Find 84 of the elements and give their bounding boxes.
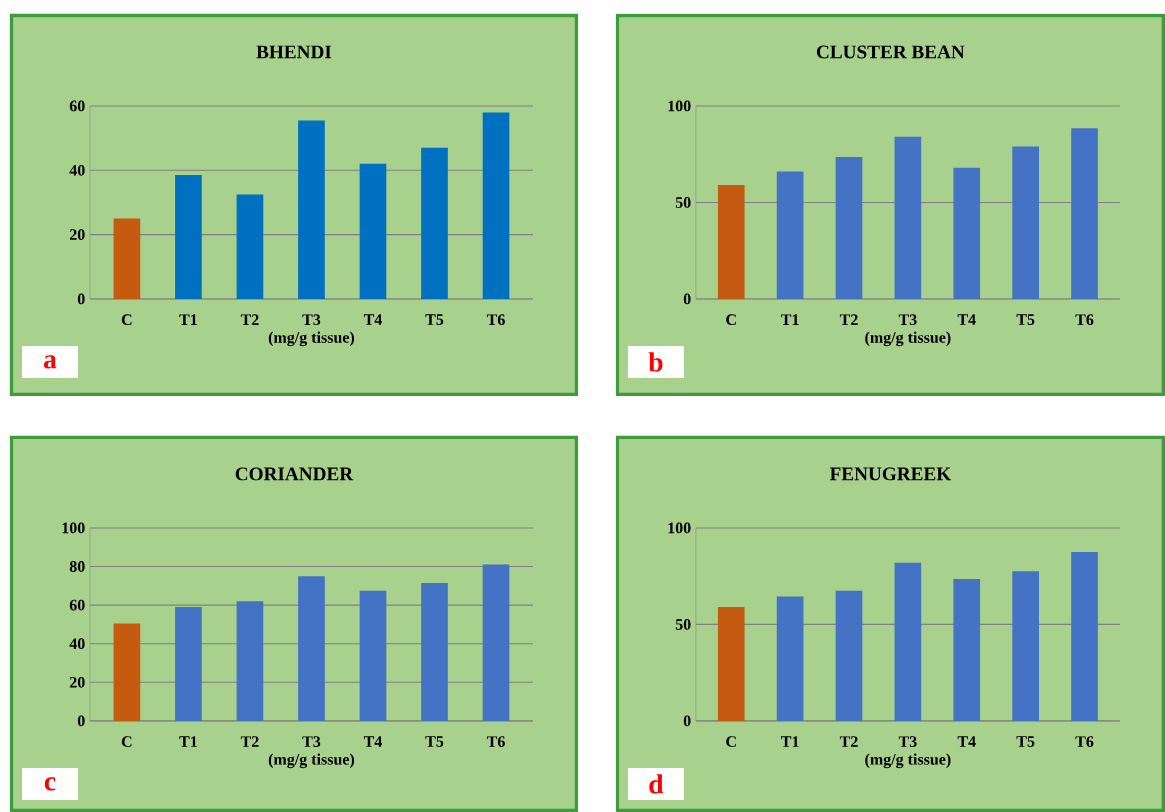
- x-tick-label: T3: [898, 314, 917, 326]
- x-tick-label: T1: [781, 314, 799, 325]
- x-tick-label: T3: [302, 736, 321, 747]
- chart-title: CORIANDER: [235, 467, 354, 481]
- text: b: [648, 352, 663, 372]
- x-tick-label: T5: [1016, 736, 1035, 747]
- chart-title: BHENDI: [256, 45, 332, 59]
- x-tick-label: T3: [302, 314, 321, 326]
- x-tick-label: T6: [486, 736, 505, 747]
- bar: [953, 167, 981, 299]
- y-tick-label: 0: [683, 715, 691, 727]
- x-tick-label: T6: [1075, 314, 1094, 326]
- bar: [717, 607, 745, 721]
- x-tick-label: T6: [486, 314, 505, 326]
- bar: [236, 601, 264, 721]
- bar: [421, 582, 448, 721]
- y-tick-label: 0: [683, 293, 691, 305]
- y-tick-label: 40: [69, 638, 85, 650]
- bar: [482, 564, 510, 721]
- y-tick-label: 80: [69, 561, 85, 572]
- bar: [1071, 128, 1098, 299]
- x-tick-label: C: [726, 314, 736, 326]
- bar: [776, 596, 804, 721]
- bar: [298, 576, 325, 721]
- bar: [359, 163, 387, 299]
- x-tick-label: T1: [179, 736, 197, 747]
- y-tick-label: 0: [77, 293, 85, 305]
- x-axis-title: (mg/g tissue): [268, 753, 355, 769]
- bar: [776, 171, 804, 299]
- bar: [113, 623, 141, 721]
- x-tick-label: T3: [898, 736, 917, 747]
- bar: [175, 607, 202, 721]
- x-tick-label: T5: [425, 314, 444, 325]
- bar: [1012, 146, 1039, 299]
- y-tick-label: 50: [675, 618, 691, 630]
- y-tick-label: 100: [668, 522, 691, 534]
- y-tick-label: 0: [77, 715, 85, 727]
- x-axis-title: (mg/g tissue): [865, 331, 951, 347]
- x-axis-title: (mg/g tissue): [865, 753, 951, 769]
- bar: [236, 194, 264, 299]
- y-tick-label: 100: [62, 522, 85, 534]
- bar: [113, 218, 141, 299]
- x-tick-label: T1: [781, 736, 799, 747]
- bar: [717, 185, 745, 299]
- bar: [835, 590, 863, 721]
- x-tick-label: T2: [839, 314, 858, 325]
- text: a: [43, 355, 57, 369]
- chart-title: FENUGREEK: [829, 467, 952, 481]
- chart-title: CLUSTER BEAN: [816, 45, 965, 59]
- bar: [482, 112, 510, 299]
- y-tick-label: 50: [675, 197, 691, 208]
- y-tick-label: 100: [668, 100, 691, 112]
- bar: [359, 590, 387, 721]
- x-tick-label: T4: [363, 314, 383, 325]
- x-tick-label: T4: [363, 736, 383, 747]
- y-tick-label: 60: [69, 100, 85, 112]
- x-tick-label: C: [121, 314, 132, 326]
- x-tick-label: T5: [1016, 314, 1035, 325]
- bar: [894, 136, 922, 299]
- y-tick-label: 20: [69, 229, 85, 240]
- x-tick-label: C: [726, 736, 736, 747]
- bar: [835, 157, 863, 299]
- x-tick-label: T2: [240, 314, 259, 325]
- bar: [175, 175, 202, 299]
- y-tick-label: 60: [69, 599, 85, 611]
- bar: [298, 120, 325, 299]
- bar: [1012, 571, 1039, 721]
- x-tick-label: T2: [839, 736, 858, 747]
- bar: [953, 579, 981, 721]
- x-tick-label: T2: [240, 736, 259, 747]
- x-tick-label: T6: [1075, 736, 1094, 747]
- y-tick-label: 40: [69, 164, 85, 176]
- y-tick-label: 20: [69, 676, 85, 688]
- text: d: [649, 774, 664, 794]
- x-tick-label: T5: [425, 736, 444, 747]
- x-tick-label: T4: [957, 736, 976, 747]
- text: c: [44, 777, 56, 791]
- bar: [1071, 552, 1098, 721]
- x-tick-label: T1: [179, 314, 197, 325]
- x-axis-title: (mg/g tissue): [268, 331, 355, 347]
- x-tick-label: T4: [957, 314, 976, 325]
- bar: [894, 562, 922, 721]
- bar: [421, 147, 448, 299]
- x-tick-label: C: [121, 736, 132, 747]
